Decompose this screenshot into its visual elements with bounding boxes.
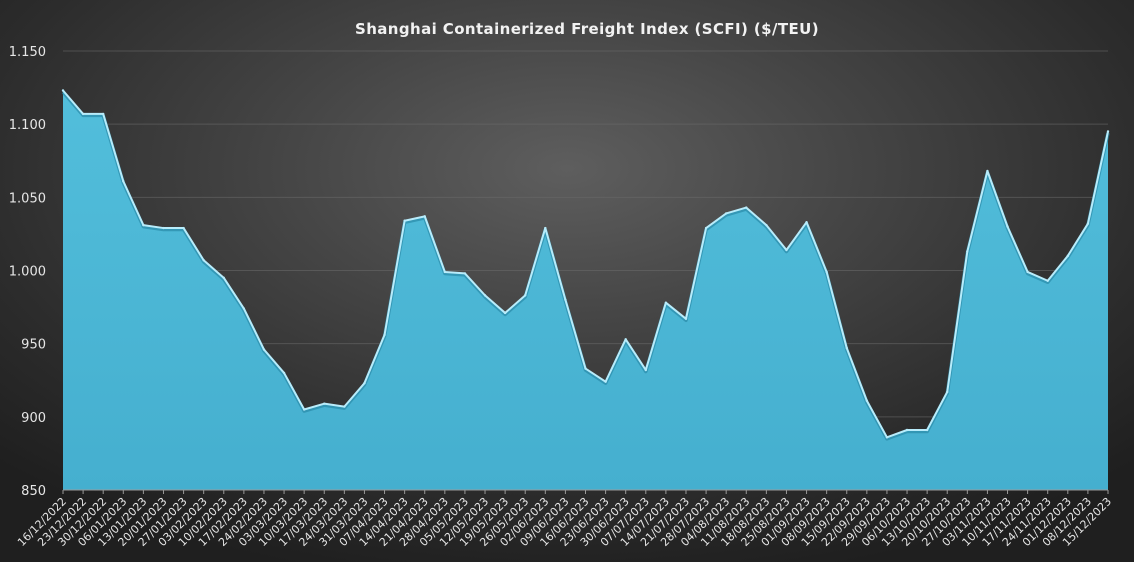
data-point: [624, 338, 627, 341]
data-point: [423, 215, 426, 218]
data-point: [584, 367, 587, 370]
data-point: [564, 298, 567, 301]
data-point: [765, 223, 768, 227]
data-point: [805, 221, 808, 224]
data-point: [403, 219, 406, 222]
y-tick-label: 1.000: [9, 265, 46, 280]
data-point: [1006, 225, 1009, 228]
data-point: [745, 206, 748, 209]
data-point: [162, 226, 165, 230]
y-tick-label: 900: [21, 411, 46, 426]
y-tick-label: 950: [21, 338, 46, 353]
data-point: [101, 112, 105, 116]
data-point: [302, 408, 306, 411]
y-tick-label: 1.100: [9, 118, 46, 133]
data-point: [383, 333, 386, 337]
data-point: [905, 428, 909, 432]
data-point: [262, 348, 266, 351]
data-point: [202, 259, 205, 262]
data-point: [222, 276, 225, 280]
y-axis: 850 900 950 1.000 1.050 1.100 1.150: [9, 45, 46, 499]
x-axis: 16/12/202223/12/202230/12/202206/01/2023…: [15, 489, 1114, 549]
data-point: [483, 294, 487, 297]
data-point: [966, 250, 969, 253]
data-point: [664, 301, 668, 304]
data-point: [282, 371, 286, 375]
data-point: [463, 272, 467, 275]
data-point: [785, 248, 788, 252]
data-point: [1106, 130, 1110, 133]
data-point: [1066, 254, 1070, 258]
data-point: [946, 390, 949, 394]
data-point: [925, 428, 929, 432]
data-point: [61, 89, 65, 92]
data-point: [343, 405, 346, 408]
data-point: [724, 212, 728, 215]
data-point: [503, 311, 507, 315]
data-point: [242, 307, 246, 310]
data-point: [865, 399, 869, 402]
data-point: [845, 346, 848, 350]
data-point: [142, 223, 145, 227]
data-point: [1026, 270, 1029, 274]
scfi-area: [63, 90, 1108, 490]
data-point: [986, 169, 989, 173]
chart-title: Shanghai Containerized Freight Index (SC…: [355, 20, 819, 38]
data-point: [604, 380, 607, 383]
data-point: [544, 226, 547, 230]
data-point: [885, 436, 889, 439]
data-point: [182, 226, 185, 230]
data-point: [81, 112, 85, 116]
data-point: [443, 270, 447, 274]
data-point: [122, 180, 125, 183]
data-point: [1046, 279, 1049, 282]
data-point: [363, 381, 366, 385]
data-point: [524, 294, 527, 297]
y-tick-label: 1.150: [9, 45, 46, 60]
data-point: [704, 226, 708, 230]
data-point: [825, 270, 828, 274]
y-tick-label: 850: [21, 484, 46, 499]
data-point: [684, 317, 688, 320]
plot-area: [61, 89, 1110, 490]
y-tick-label: 1.050: [9, 191, 46, 206]
data-point: [644, 368, 647, 372]
data-point: [1086, 222, 1090, 225]
data-point: [323, 402, 326, 405]
